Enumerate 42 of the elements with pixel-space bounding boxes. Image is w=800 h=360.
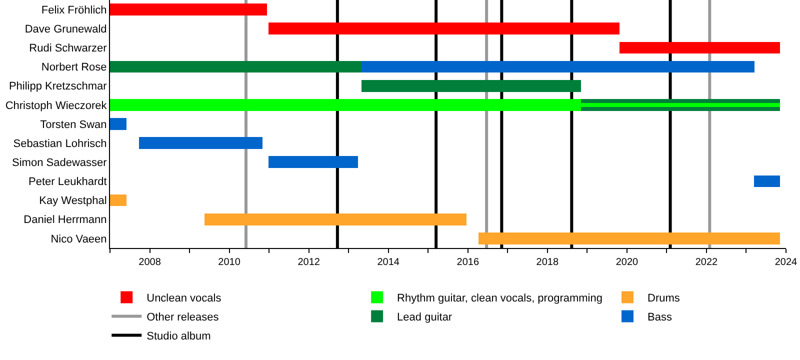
legend-label: Lead guitar bbox=[397, 312, 452, 324]
x-tick-label: 2016 bbox=[456, 257, 480, 268]
y-tick-label: Norbert Rose bbox=[41, 62, 107, 74]
x-tick-label: 2018 bbox=[536, 257, 559, 268]
bar bbox=[139, 137, 262, 149]
y-tick-label: Kay Westphal bbox=[39, 195, 107, 208]
legend-label: Unclean vocals bbox=[146, 292, 222, 305]
x-tick-label: 2014 bbox=[377, 257, 400, 268]
legend-label: Studio album bbox=[146, 330, 211, 343]
legend-label: Bass bbox=[647, 312, 672, 324]
x-tick-label: 2008 bbox=[138, 257, 162, 268]
legend-label: Drums bbox=[647, 292, 680, 305]
x-tick-label: 2024 bbox=[774, 257, 798, 268]
bar bbox=[361, 60, 755, 73]
y-tick-label: Nico Vaeen bbox=[50, 233, 107, 246]
legend-label: Other releases bbox=[146, 312, 220, 324]
y-tick-label: Christoph Wieczorek bbox=[5, 100, 108, 112]
bar bbox=[110, 118, 126, 130]
y-tick-label: Torsten Swan bbox=[40, 118, 107, 131]
x-tick-label: 2022 bbox=[695, 257, 718, 268]
bar bbox=[619, 42, 780, 54]
bar bbox=[110, 4, 268, 16]
y-tick-label: Philipp Kretzschmar bbox=[8, 80, 108, 93]
bar bbox=[204, 213, 467, 226]
bar bbox=[268, 22, 620, 35]
bar bbox=[110, 60, 362, 73]
bar bbox=[754, 175, 780, 188]
y-tick-label: Felix Fröhlich bbox=[41, 4, 107, 16]
bar bbox=[110, 194, 126, 206]
x-tick-label: 2010 bbox=[218, 257, 241, 268]
y-tick-label: Sebastian Lohrisch bbox=[13, 138, 107, 150]
x-tick-label: 2020 bbox=[616, 257, 638, 268]
bar bbox=[361, 80, 582, 92]
y-tick-label: Dave Grunewald bbox=[24, 23, 107, 36]
y-tick-label: Daniel Herrmann bbox=[24, 214, 107, 226]
y-tick-label: Rudi Schwarzer bbox=[29, 42, 108, 55]
y-tick-label: Peter Leukhardt bbox=[28, 176, 107, 188]
bar bbox=[478, 232, 780, 244]
legend-label: Rhythm guitar, clean vocals, programming bbox=[397, 292, 602, 305]
x-tick-label: 2012 bbox=[298, 257, 320, 268]
y-tick-label: Simon Sadewasser bbox=[12, 157, 108, 169]
bar bbox=[268, 156, 358, 168]
